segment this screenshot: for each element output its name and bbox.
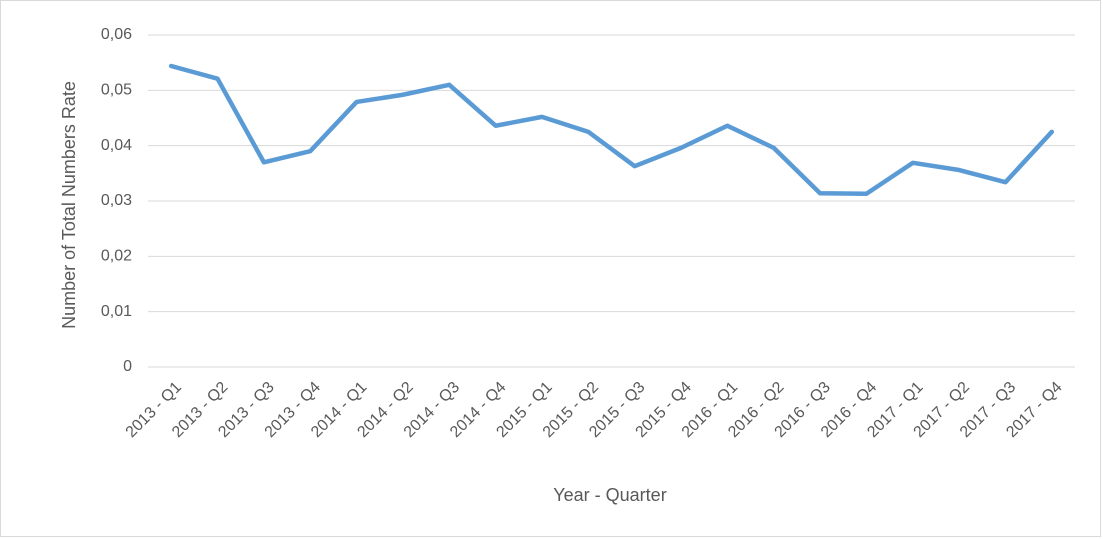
- y-tick-label: 0,01: [101, 303, 132, 320]
- y-axis-title: Number of Total Numbers Rate: [59, 81, 79, 329]
- y-tick-label: 0,06: [101, 26, 132, 43]
- y-tick-label: 0,05: [101, 82, 132, 99]
- y-tick-label: 0,04: [101, 137, 132, 154]
- y-tick-label: 0,03: [101, 192, 132, 209]
- data-line: [168, 63, 1055, 197]
- x-axis-title: Year - Quarter: [553, 485, 666, 505]
- y-tick-label: 0: [123, 358, 132, 375]
- y-tick-label: 0,02: [101, 248, 132, 265]
